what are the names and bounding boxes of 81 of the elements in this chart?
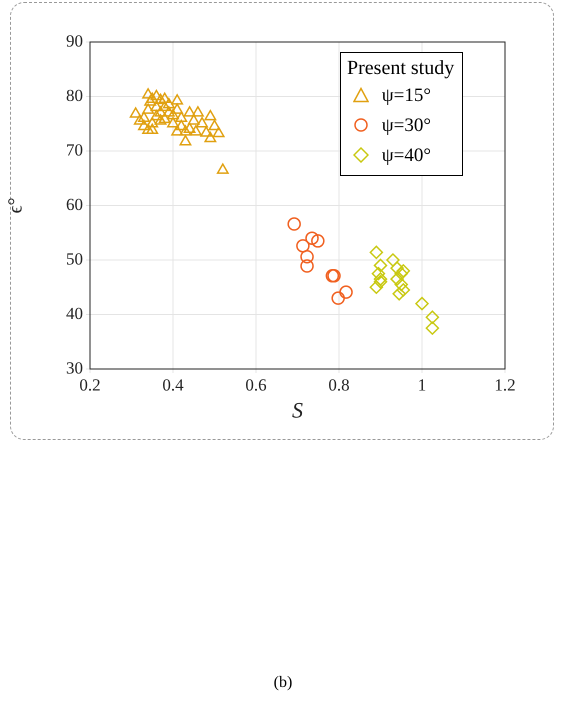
point (175, 112, 188, 122)
x-tick-label: 0.6 (245, 376, 267, 395)
point (426, 321, 440, 335)
point (171, 94, 184, 105)
point (339, 285, 353, 299)
point (394, 266, 408, 280)
point (200, 126, 212, 137)
point (296, 239, 310, 253)
legend-title: Present study (347, 56, 454, 81)
point (150, 110, 162, 120)
point (216, 163, 229, 174)
y-tick-label: 60 (66, 194, 83, 214)
point (212, 126, 225, 138)
point (372, 266, 386, 280)
y-axis-title: ϵ° (4, 197, 26, 214)
point (208, 120, 220, 130)
point (167, 108, 179, 120)
point (162, 98, 175, 108)
point (426, 310, 440, 324)
point (184, 106, 196, 117)
point (300, 259, 314, 273)
legend-label: ψ=15° (380, 85, 431, 106)
x-tick-label: 0.8 (328, 376, 350, 395)
point (386, 253, 400, 267)
point (180, 134, 192, 146)
point (396, 264, 410, 278)
x-tick-label: 1 (418, 376, 426, 395)
point (142, 103, 154, 114)
point (138, 120, 150, 130)
point (374, 272, 388, 286)
y-tick-label: 80 (66, 86, 83, 105)
point (130, 107, 142, 118)
point (370, 246, 384, 260)
x-tick-label: 0.4 (162, 376, 184, 395)
x-tick-label: 0.2 (79, 376, 101, 395)
point (162, 106, 175, 117)
y-tick-label: 90 (66, 31, 83, 50)
point (390, 272, 404, 286)
point (331, 291, 345, 305)
point (167, 117, 179, 128)
point (184, 122, 196, 133)
point (300, 250, 314, 264)
point (146, 124, 158, 134)
point (175, 120, 188, 130)
point (158, 112, 171, 124)
point (192, 106, 204, 117)
point (311, 234, 325, 248)
y-tick-label: 40 (66, 304, 83, 323)
point (180, 125, 192, 136)
y-tick-label: 50 (66, 249, 83, 268)
point (305, 231, 319, 245)
x-axis-title: S (292, 398, 303, 423)
x-tick-label: 1.2 (494, 376, 516, 395)
point (370, 280, 384, 294)
point (171, 125, 184, 136)
legend-label: ψ=40° (380, 145, 431, 166)
point (196, 117, 208, 128)
point (158, 92, 171, 103)
point (171, 103, 184, 114)
point (390, 261, 404, 275)
point (374, 258, 388, 272)
y-tick-label: 70 (66, 140, 83, 160)
point (154, 114, 166, 125)
point (144, 95, 156, 106)
point (154, 94, 166, 104)
legend-label: ψ=30° (380, 115, 431, 136)
point (142, 88, 154, 99)
point (374, 275, 388, 289)
point (392, 287, 406, 301)
point (138, 112, 150, 122)
point (396, 283, 410, 297)
point (204, 110, 216, 120)
point (190, 125, 202, 136)
point (134, 114, 146, 125)
text: (b) (272, 674, 294, 692)
point (204, 132, 216, 142)
point (394, 278, 408, 292)
y-tick-label: 30 (66, 358, 83, 378)
point (150, 90, 162, 100)
point (287, 217, 301, 231)
point (415, 296, 429, 310)
